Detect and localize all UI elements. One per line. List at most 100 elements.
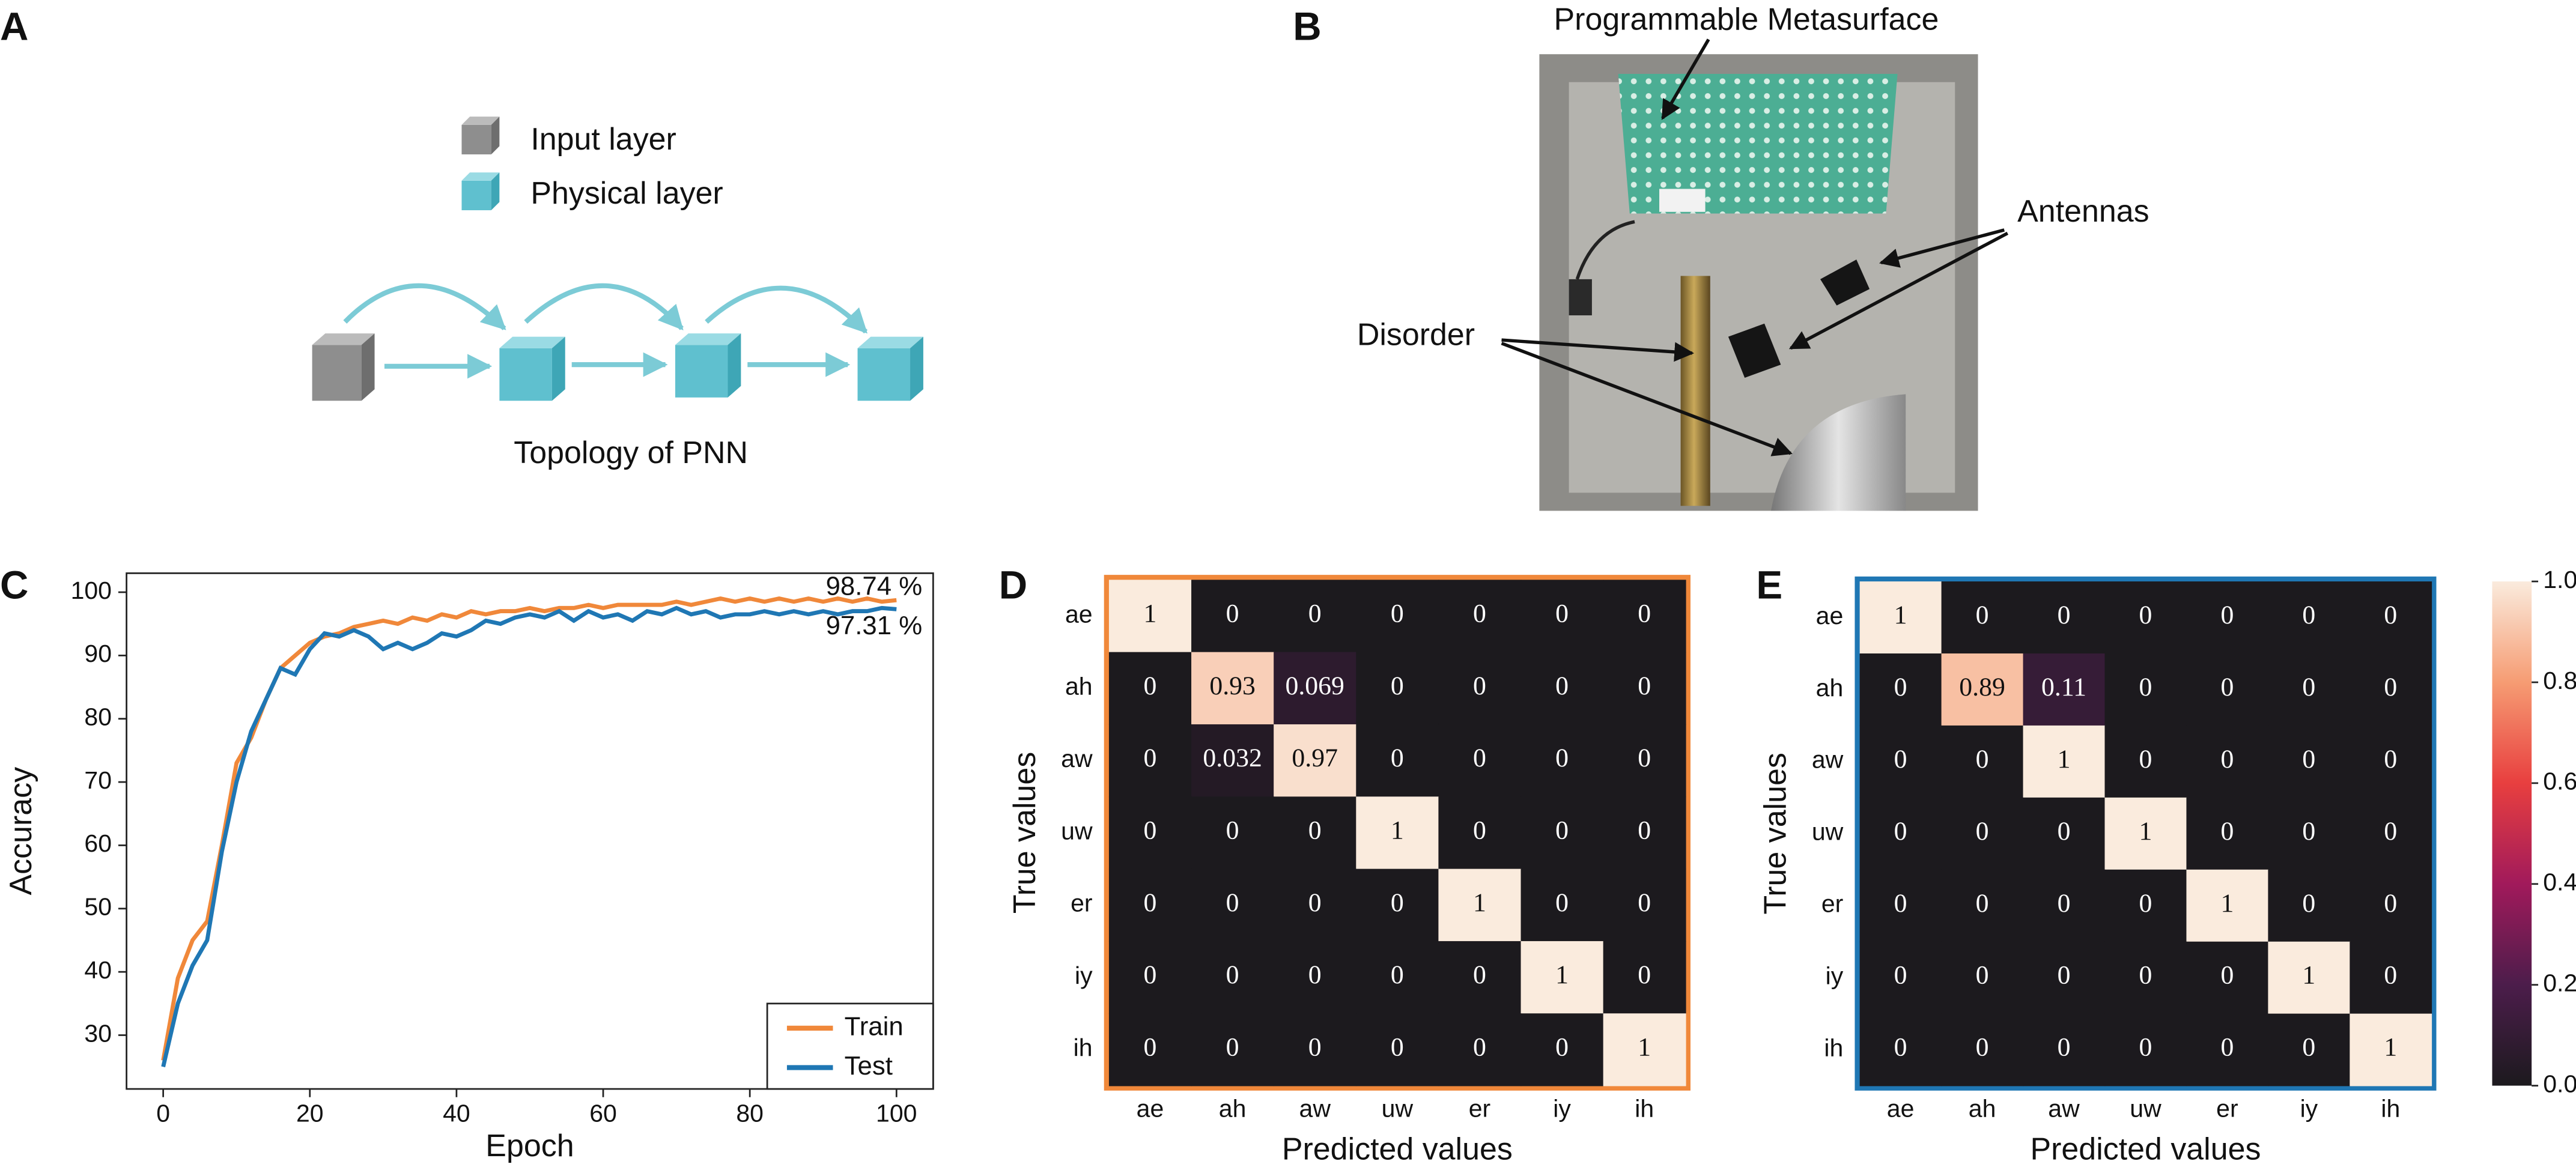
annotation: 97.31 % [826, 611, 923, 640]
y-tick-label: ih [1074, 1034, 1093, 1061]
y-tick-label: 50 [84, 893, 112, 921]
heatmap-cell [2023, 1013, 2106, 1087]
cell-label: 0 [1555, 671, 1569, 700]
y-tick-label: aw [1812, 746, 1844, 774]
cell-label: 0 [2384, 673, 2397, 702]
heatmap-cell [1859, 869, 1942, 942]
heatmap-cell [2350, 653, 2432, 726]
x-axis-label: Epoch [485, 1129, 574, 1163]
heatmap-cell [2268, 941, 2351, 1014]
cell-label: 0 [2384, 817, 2397, 846]
cell-label: 0 [1473, 960, 1486, 989]
cell-label: 0 [2384, 601, 2397, 629]
x-tick-label: er [2216, 1094, 2238, 1122]
heatmap-cell [2268, 581, 2351, 654]
heatmap-cell [1941, 581, 2024, 654]
heatmap-cell [2104, 941, 2187, 1014]
cell-label: 0 [1308, 1032, 1322, 1061]
cell-label: 0 [2384, 745, 2397, 774]
heatmap-cell [2350, 941, 2432, 1014]
cell-label: 0 [2058, 961, 2071, 990]
x-tick-label: 0 [156, 1100, 170, 1127]
heatmap-cell [1108, 652, 1192, 725]
heatmap-cell [1438, 652, 1522, 725]
cell-label: 0 [1144, 671, 1157, 700]
cell-label: 0 [1226, 1032, 1239, 1061]
y-tick-label: aw [1061, 745, 1093, 772]
cell-label: 0 [1144, 744, 1157, 772]
cell-label: 1 [2384, 1033, 2397, 1062]
heatmap-cell [1356, 724, 1439, 798]
cell-label: 0 [1638, 744, 1651, 772]
cell-label: 0 [2302, 889, 2315, 918]
x-tick-label: er [1469, 1094, 1490, 1122]
heatmap-cell [1274, 580, 1357, 653]
cell-label: 0 [1638, 960, 1651, 989]
cell-label: 0 [1144, 1032, 1157, 1061]
legend-label: Input layer [530, 122, 676, 157]
panel-label: D [999, 563, 1027, 607]
colorbar-tick-label: 1.0 [2543, 566, 2576, 593]
heatmap-cell [1859, 941, 1942, 1014]
heatmap-cell [1941, 653, 2024, 726]
colorbar-tick-label: 0.0 [2543, 1070, 2576, 1097]
y-axis-label: True values [1007, 752, 1042, 914]
x-tick-label: ah [1219, 1094, 1247, 1122]
heatmap-cell [2268, 797, 2351, 870]
x-tick-label: 60 [589, 1100, 617, 1127]
heatmap-cell [1191, 580, 1274, 653]
heatmap-cell [1859, 581, 1942, 654]
cell-label: 0 [2302, 601, 2315, 629]
heatmap-cell [1356, 868, 1439, 942]
cell-label: 0 [2058, 1033, 2071, 1062]
cell-label: 0 [1473, 671, 1486, 700]
x-tick-label: ae [1887, 1094, 1915, 1122]
heatmap-cell [1438, 724, 1522, 798]
heatmap-cell [1356, 652, 1439, 725]
heatmap-cell [2350, 1013, 2432, 1087]
cell-label: 0 [1638, 816, 1651, 845]
cell-label: 0 [1308, 960, 1322, 989]
panel-label: B [1293, 5, 1321, 49]
heatmap-cell [1603, 796, 1686, 870]
cell-label: 0 [2302, 1033, 2315, 1062]
cell-label: 1 [2139, 817, 2152, 846]
cell-label: 0 [1391, 744, 1404, 772]
heatmap-cell [1356, 941, 1439, 1014]
cell-label: 0 [1473, 816, 1486, 845]
cell-label: 0 [1226, 960, 1239, 989]
cell-label: 0 [1555, 888, 1569, 917]
heatmap-cell [1520, 1013, 1604, 1087]
cube-icon [312, 333, 375, 401]
annotation: 98.74 % [826, 572, 923, 601]
cell-label: 1 [2058, 745, 2071, 774]
cell-label: 0.069 [1286, 671, 1344, 700]
cell-label: 0 [1226, 888, 1239, 917]
heatmap-cell [1191, 652, 1274, 725]
cell-label: 0 [1144, 816, 1157, 845]
cell-label: 0 [2302, 817, 2315, 846]
x-tick-label: aw [1299, 1094, 1331, 1122]
cell-label: 0 [1976, 961, 1989, 990]
heatmap-cell [2350, 725, 2432, 798]
x-tick-label: iy [2300, 1094, 2318, 1122]
cell-label: 1 [1555, 960, 1569, 989]
heatmap-cell [1941, 725, 2024, 798]
cell-label: 0.93 [1209, 671, 1256, 700]
heatmap-cell [2104, 869, 2187, 942]
y-tick-label: iy [1075, 962, 1093, 989]
heatmap-cell [1941, 869, 2024, 942]
heatmap-cell [1108, 724, 1192, 798]
heatmap-cell [1859, 725, 1942, 798]
heatmap-cell [1603, 868, 1686, 942]
cell-label: 0 [1638, 671, 1651, 700]
x-tick-label: uw [2130, 1094, 2161, 1122]
heatmap-cell [2104, 653, 2187, 726]
y-tick-label: 80 [84, 703, 112, 731]
heatmap-cell [2104, 797, 2187, 870]
colorbar-tick-label: 0.6 [2543, 768, 2576, 795]
x-tick-label: ae [1137, 1094, 1164, 1122]
cell-label: 0 [1391, 1032, 1404, 1061]
cell-label: 0 [1391, 671, 1404, 700]
